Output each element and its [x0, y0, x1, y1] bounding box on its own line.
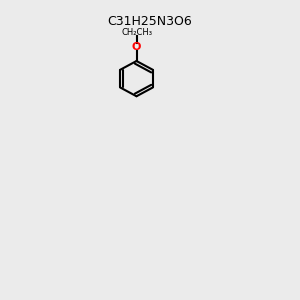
- Text: O: O: [132, 42, 141, 52]
- Title: C31H25N3O6: C31H25N3O6: [108, 15, 192, 28]
- Text: CH₂CH₃: CH₂CH₃: [121, 28, 152, 37]
